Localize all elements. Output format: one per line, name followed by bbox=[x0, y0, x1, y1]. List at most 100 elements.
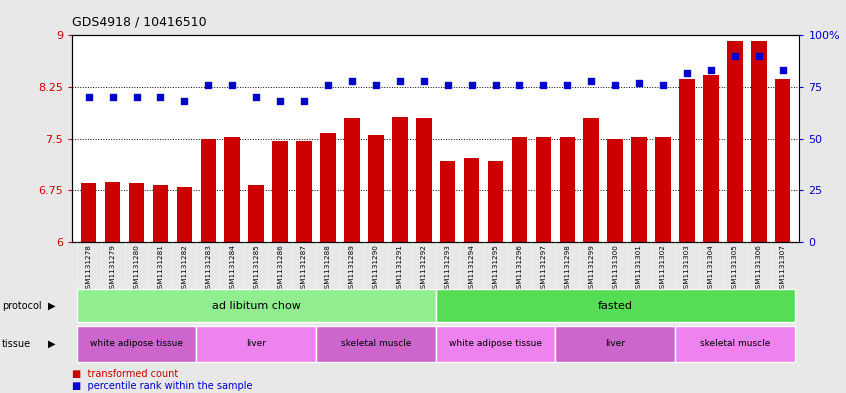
Text: liver: liver bbox=[605, 340, 625, 348]
Bar bbox=[272, 141, 288, 242]
Point bbox=[273, 98, 287, 105]
Point bbox=[226, 82, 239, 88]
Bar bbox=[368, 135, 383, 242]
Bar bbox=[416, 118, 431, 242]
Point bbox=[250, 94, 263, 100]
Point bbox=[513, 82, 526, 88]
Point bbox=[154, 94, 168, 100]
Bar bbox=[584, 118, 599, 242]
Text: GSM1131301: GSM1131301 bbox=[636, 244, 642, 293]
Point bbox=[178, 98, 191, 105]
Point bbox=[393, 77, 407, 84]
Bar bbox=[727, 41, 743, 242]
Point bbox=[752, 53, 766, 59]
Text: liver: liver bbox=[246, 340, 266, 348]
Text: GSM1131298: GSM1131298 bbox=[564, 244, 570, 293]
Bar bbox=[196, 326, 316, 362]
Bar bbox=[555, 326, 675, 362]
Text: GSM1131293: GSM1131293 bbox=[445, 244, 451, 293]
Bar bbox=[775, 79, 790, 242]
Bar bbox=[392, 116, 408, 242]
Bar bbox=[679, 79, 695, 242]
Text: GSM1131284: GSM1131284 bbox=[229, 244, 235, 293]
Text: GSM1131303: GSM1131303 bbox=[684, 244, 690, 293]
Point bbox=[536, 82, 550, 88]
Point bbox=[680, 69, 694, 75]
Bar bbox=[631, 137, 647, 242]
Text: GSM1131296: GSM1131296 bbox=[516, 244, 523, 293]
Text: GSM1131306: GSM1131306 bbox=[755, 244, 761, 293]
Bar bbox=[656, 137, 671, 242]
Text: GSM1131305: GSM1131305 bbox=[732, 244, 738, 293]
Text: GSM1131278: GSM1131278 bbox=[85, 244, 91, 293]
Text: GSM1131302: GSM1131302 bbox=[660, 244, 666, 293]
Text: GSM1131282: GSM1131282 bbox=[181, 244, 188, 293]
Bar bbox=[344, 118, 360, 242]
Text: GSM1131288: GSM1131288 bbox=[325, 244, 331, 293]
Point bbox=[106, 94, 119, 100]
Bar bbox=[249, 185, 264, 242]
Bar bbox=[105, 182, 120, 242]
Point bbox=[82, 94, 96, 100]
Bar bbox=[321, 133, 336, 242]
Point bbox=[369, 82, 382, 88]
Point bbox=[585, 77, 598, 84]
Text: GSM1131281: GSM1131281 bbox=[157, 244, 163, 293]
Bar bbox=[512, 137, 527, 242]
Bar bbox=[316, 326, 436, 362]
Point bbox=[728, 53, 742, 59]
Text: GSM1131307: GSM1131307 bbox=[780, 244, 786, 293]
Bar bbox=[675, 326, 794, 362]
Bar bbox=[607, 138, 623, 242]
Text: GDS4918 / 10416510: GDS4918 / 10416510 bbox=[72, 16, 206, 29]
Point bbox=[704, 67, 717, 73]
Point bbox=[129, 94, 143, 100]
Text: GSM1131294: GSM1131294 bbox=[469, 244, 475, 293]
Point bbox=[441, 82, 454, 88]
Text: ■  percentile rank within the sample: ■ percentile rank within the sample bbox=[72, 381, 252, 391]
Text: GSM1131286: GSM1131286 bbox=[277, 244, 283, 293]
Bar bbox=[703, 75, 719, 242]
Text: ■  transformed count: ■ transformed count bbox=[72, 369, 179, 378]
Text: GSM1131295: GSM1131295 bbox=[492, 244, 498, 293]
Point bbox=[489, 82, 503, 88]
Text: GSM1131299: GSM1131299 bbox=[588, 244, 594, 293]
Bar bbox=[152, 185, 168, 242]
Point bbox=[561, 82, 574, 88]
Bar bbox=[751, 41, 766, 242]
Bar bbox=[464, 158, 480, 242]
Bar bbox=[488, 160, 503, 242]
Text: GSM1131289: GSM1131289 bbox=[349, 244, 355, 293]
Bar bbox=[536, 137, 551, 242]
Point bbox=[345, 77, 359, 84]
Bar bbox=[440, 160, 455, 242]
Bar bbox=[177, 187, 192, 242]
Text: tissue: tissue bbox=[2, 339, 30, 349]
Point bbox=[321, 82, 335, 88]
Bar bbox=[559, 137, 575, 242]
Text: protocol: protocol bbox=[2, 301, 41, 310]
Bar bbox=[436, 326, 555, 362]
Text: GSM1131300: GSM1131300 bbox=[613, 244, 618, 293]
Point bbox=[776, 67, 789, 73]
Text: ▶: ▶ bbox=[48, 339, 56, 349]
Bar bbox=[81, 183, 96, 242]
Text: white adipose tissue: white adipose tissue bbox=[449, 340, 542, 348]
Bar bbox=[296, 141, 312, 242]
Point bbox=[297, 98, 310, 105]
Bar bbox=[129, 182, 145, 242]
Point bbox=[417, 77, 431, 84]
Point bbox=[608, 82, 622, 88]
Text: GSM1131283: GSM1131283 bbox=[206, 244, 212, 293]
Text: fasted: fasted bbox=[597, 301, 633, 310]
Text: GSM1131290: GSM1131290 bbox=[373, 244, 379, 293]
Text: GSM1131292: GSM1131292 bbox=[420, 244, 426, 293]
Text: ad libitum chow: ad libitum chow bbox=[212, 301, 300, 310]
Bar bbox=[77, 289, 436, 322]
Text: skeletal muscle: skeletal muscle bbox=[700, 340, 770, 348]
Text: white adipose tissue: white adipose tissue bbox=[90, 340, 183, 348]
Text: GSM1131279: GSM1131279 bbox=[110, 244, 116, 293]
Text: GSM1131280: GSM1131280 bbox=[134, 244, 140, 293]
Bar bbox=[77, 326, 196, 362]
Text: GSM1131291: GSM1131291 bbox=[397, 244, 403, 293]
